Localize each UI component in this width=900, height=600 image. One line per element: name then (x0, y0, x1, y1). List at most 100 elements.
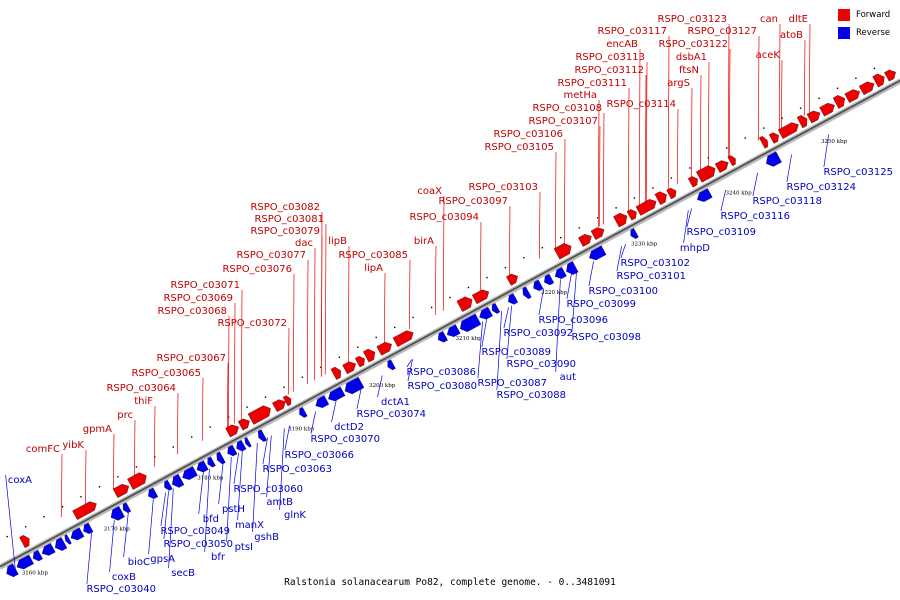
reverse-label-amtb: amtB (266, 497, 293, 508)
axis-marker (578, 227, 580, 229)
leader-line (538, 288, 544, 316)
forward-gene-31 (768, 132, 779, 144)
leader-line (279, 428, 285, 511)
leader-line (638, 48, 641, 205)
reverse-label-rspo-c03125: RSPO_c03125 (823, 167, 893, 178)
reverse-label-rspo-c03087: RSPO_c03087 (477, 378, 547, 389)
reverse-label-rspo-c03050: RSPO_c03050 (163, 539, 233, 550)
axis-marker (763, 127, 765, 129)
axis-marker (25, 526, 27, 528)
axis-marker (818, 97, 820, 99)
reverse-gene-13 (182, 466, 198, 480)
leader-line (262, 437, 268, 465)
leader-line (442, 195, 445, 311)
reverse-gene-5 (64, 534, 72, 545)
leader-line (434, 245, 437, 316)
reverse-gene-32 (522, 286, 532, 299)
reverse-gene-35 (554, 266, 567, 279)
leader-line (133, 419, 136, 478)
forward-label-gpma: gpmA (83, 424, 112, 435)
axis-marker (394, 326, 396, 329)
reverse-label-rspo-c03124: RSPO_c03124 (786, 182, 856, 193)
axis-marker (449, 296, 451, 299)
leader-line (571, 270, 577, 333)
leader-line (84, 449, 87, 505)
forward-gene-39 (872, 73, 885, 88)
leader-line (240, 289, 243, 420)
reverse-gene-30 (491, 302, 501, 314)
forward-gene-32 (777, 122, 799, 139)
reverse-label-psth: pstH (222, 504, 245, 515)
axis-marker (264, 396, 267, 398)
leader-line (227, 315, 230, 427)
axis-marker (430, 306, 433, 309)
reverse-gene-19 (244, 437, 252, 448)
reverse-label-dctd2: dctD2 (334, 422, 364, 433)
reverse-gene-31 (508, 293, 519, 305)
reverse-gene-25 (387, 359, 396, 371)
forward-gene-4 (225, 424, 239, 438)
axis-marker (135, 466, 138, 468)
forward-gene-14 (392, 330, 414, 347)
axis-marker (596, 217, 599, 219)
reverse-gene-4 (55, 537, 68, 551)
reverse-label-rspo-c03063: RSPO_c03063 (262, 464, 332, 475)
axis-marker (523, 257, 525, 259)
leader-line (627, 87, 630, 211)
axis-marker (154, 456, 156, 458)
leader-line (377, 375, 383, 398)
axis-marker (615, 207, 617, 209)
forward-label-rspo-c03107: RSPO_c03107 (528, 116, 598, 127)
leader-line (803, 39, 806, 116)
forward-gene-18 (553, 243, 572, 260)
leader-line (201, 377, 204, 441)
leader-line (310, 411, 316, 435)
leader-line (266, 435, 272, 498)
leader-line (163, 490, 169, 540)
axis-marker (375, 336, 377, 339)
tick-label-3210-kbp: 3210 kbp (456, 336, 483, 342)
leader-line (407, 359, 413, 382)
leader-line (481, 319, 487, 348)
reverse-gene-38 (630, 228, 639, 239)
forward-gene-15 (456, 296, 473, 312)
reverse-gene-15 (207, 456, 216, 468)
reverse-label-rspo-c03066: RSPO_c03066 (284, 450, 354, 461)
tick-label-3170-kbp: 3170 kbp (104, 526, 131, 532)
axis-marker (541, 247, 543, 249)
forward-label-rspo-c03064: RSPO_c03064 (106, 383, 176, 394)
legend-reverse-swatch (838, 27, 850, 39)
leader-line (109, 520, 115, 573)
leader-line (148, 499, 154, 555)
leader-line (780, 59, 783, 129)
forward-label-thif: thiF (134, 396, 153, 407)
leader-line (86, 532, 92, 585)
axis-marker (98, 486, 101, 488)
reverse-label-coxb: coxB (112, 572, 136, 583)
leader-line (233, 302, 236, 424)
leader-line (645, 61, 648, 202)
legend-forward-label: Forward (856, 10, 891, 20)
forward-label-rspo-c03108: RSPO_c03108 (532, 103, 602, 114)
axis-highlight (0, 78, 900, 566)
axis-marker (873, 67, 876, 70)
forward-gene-37 (844, 89, 860, 103)
axis-marker (560, 237, 562, 239)
forward-label-rspo-c03103: RSPO_c03103 (468, 182, 538, 193)
leader-line (778, 23, 781, 130)
axis-marker (726, 147, 728, 149)
forward-gene-22 (626, 209, 637, 221)
forward-gene-0 (19, 535, 30, 549)
gene-features (6, 69, 896, 578)
leader-line (408, 259, 411, 330)
leader-line (112, 433, 115, 489)
reverse-gene-16 (216, 451, 226, 465)
leader-line (720, 190, 726, 212)
forward-label-bira: birA (414, 236, 434, 247)
forward-label-rspo-c03127: RSPO_c03127 (687, 26, 757, 37)
reverse-gene-22 (315, 395, 330, 408)
reverse-label-rspo-c03080: RSPO_c03080 (407, 381, 477, 392)
leader-line (237, 451, 243, 521)
